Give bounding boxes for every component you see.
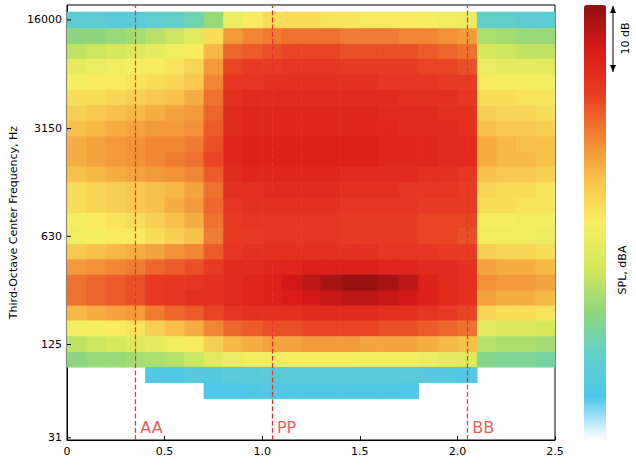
svg-text:AA: AA bbox=[140, 418, 162, 437]
svg-text:Third-Octave Center Frequency,: Third-Octave Center Frequency, Hz bbox=[7, 126, 20, 320]
svg-text:10 dB: 10 dB bbox=[619, 22, 632, 54]
svg-text:PP: PP bbox=[277, 418, 297, 437]
svg-text:2.5: 2.5 bbox=[546, 445, 564, 458]
svg-text:1.5: 1.5 bbox=[351, 445, 369, 458]
svg-text:BB: BB bbox=[472, 418, 494, 437]
svg-text:16000: 16000 bbox=[27, 13, 62, 26]
svg-text:630: 630 bbox=[41, 230, 62, 243]
svg-text:2.0: 2.0 bbox=[449, 445, 467, 458]
svg-text:SPL, dBA: SPL, dBA bbox=[616, 245, 629, 294]
svg-text:1.0: 1.0 bbox=[253, 445, 271, 458]
svg-text:3150: 3150 bbox=[34, 122, 62, 135]
svg-text:31: 31 bbox=[48, 431, 62, 444]
svg-text:125: 125 bbox=[41, 338, 62, 351]
svg-text:0: 0 bbox=[64, 445, 71, 458]
svg-text:0.5: 0.5 bbox=[156, 445, 174, 458]
